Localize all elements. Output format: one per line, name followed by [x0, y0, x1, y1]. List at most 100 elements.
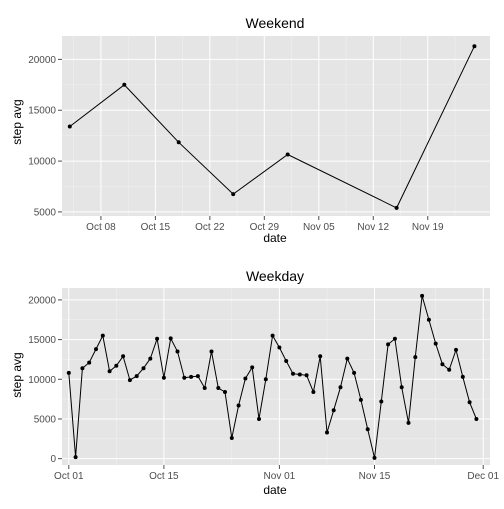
weekday-data-point [311, 390, 316, 394]
weekend-title: Weekend [246, 15, 305, 31]
weekday-y-tick-label: 0 [50, 454, 56, 465]
weekend-x-tick-label: Nov 05 [303, 222, 335, 233]
weekend-data-point [122, 82, 127, 87]
weekday-x-tick-label: Oct 01 [54, 471, 84, 482]
weekday-x-tick-label: Nov 15 [359, 471, 391, 482]
weekday-data-point [161, 375, 166, 380]
weekday-x-axis-title: date [263, 483, 287, 497]
weekday-data-point [209, 349, 214, 354]
weekday-data-point [134, 374, 139, 379]
weekday-data-point [338, 385, 343, 390]
weekday-data-point [474, 417, 479, 421]
weekday-data-point [250, 365, 255, 370]
weekday-data-point [148, 356, 153, 361]
weekday-data-point [141, 366, 146, 371]
weekday-data-point [413, 355, 418, 360]
weekday-data-point [80, 366, 85, 371]
weekday-y-axis-title: step avg [10, 352, 24, 397]
weekday-x-tick-label: Nov 01 [264, 471, 296, 482]
weekday-data-point [73, 455, 78, 460]
weekend-y-axis-title: step avg [10, 99, 24, 144]
weekday-data-point [392, 336, 397, 341]
weekday-data-point [94, 347, 98, 352]
weekday-data-point [100, 333, 105, 338]
weekday-data-point [243, 376, 248, 381]
weekday-data-point [379, 399, 384, 404]
weekday-data-point [257, 417, 261, 421]
weekday-y-tick-label: 10000 [28, 375, 56, 386]
weekday-data-point [87, 360, 92, 365]
weekday-data-point [365, 427, 370, 432]
weekday-data-point [352, 370, 357, 375]
weekday-data-point [216, 386, 221, 390]
weekday-title: Weekday [246, 268, 304, 284]
weekday-data-point [304, 373, 309, 378]
weekday-data-point [372, 455, 377, 460]
weekday-data-point [291, 371, 295, 376]
weekday-data-point [426, 317, 431, 322]
weekday-data-point [386, 342, 391, 347]
weekend-data-point [231, 192, 236, 197]
weekday-data-point [121, 354, 126, 359]
weekday-data-point [440, 362, 445, 367]
weekday-data-point [66, 370, 71, 375]
weekday-data-point [202, 386, 207, 390]
weekend-x-axis-title: date [263, 231, 287, 245]
weekday-plot-background [62, 288, 490, 465]
weekend-x-tick-label: Nov 19 [412, 222, 444, 233]
weekday-grid [62, 288, 490, 465]
weekend-y-tick-label: 15000 [28, 106, 56, 117]
weekday-data-point [447, 367, 452, 372]
weekend-x-tick-label: Oct 15 [141, 222, 171, 233]
weekend-data-point [285, 152, 290, 157]
weekday-y-tick-label: 15000 [28, 335, 56, 346]
weekend-y-tick-label: 5000 [34, 207, 57, 218]
weekday-data-point [189, 374, 194, 379]
weekday-data-point [107, 369, 112, 374]
weekend-data-point [67, 124, 72, 129]
weekend-y-tick-label: 10000 [28, 157, 56, 168]
weekend-x-tick-label: Oct 29 [250, 222, 280, 233]
weekend-x-tick-label: Nov 12 [357, 222, 389, 233]
weekday-data-point [297, 372, 302, 377]
weekend-panel: Weekend date step avg 5000 10000 15000 2000… [10, 15, 490, 245]
weekday-data-point [229, 436, 234, 440]
weekday-data-point [155, 336, 160, 341]
weekday-data-point [114, 363, 119, 368]
weekday-data-point [277, 345, 282, 350]
weekday-x-tick-label: Oct 15 [149, 471, 179, 482]
weekday-data-point [168, 336, 173, 341]
weekday-data-point [270, 333, 275, 338]
weekend-x-tick-label: Oct 08 [86, 222, 116, 233]
weekday-y-tick-label: 20000 [28, 295, 56, 306]
weekday-y-tick-label: 5000 [34, 414, 57, 425]
weekday-data-point [182, 375, 187, 380]
weekday-data-point [318, 354, 323, 359]
weekday-data-point [399, 385, 404, 390]
weekday-data-point [236, 403, 241, 408]
weekday-data-point [433, 341, 438, 346]
weekday-data-point [420, 293, 425, 298]
weekday-data-point [127, 378, 132, 383]
weekday-data-point [331, 408, 336, 413]
weekday-data-point [175, 349, 180, 354]
weekday-data-point [460, 374, 465, 379]
weekday-data-point [263, 377, 268, 382]
weekend-y-tick-label: 20000 [28, 55, 56, 66]
weekday-x-tick-label: Dec 01 [467, 471, 499, 482]
weekday-data-point [358, 397, 363, 402]
weekend-x-tick-label: Oct 22 [195, 222, 225, 233]
weekday-data-point [454, 347, 458, 352]
weekday-data-point [325, 430, 329, 435]
weekday-data-point [345, 356, 350, 361]
weekday-panel: Weekday date step avg 0 5000 10000 15000 200… [10, 268, 499, 497]
weekend-data-point [472, 44, 477, 49]
weekday-data-point [467, 400, 472, 405]
weekday-data-point [284, 359, 289, 363]
weekday-data-point [195, 374, 200, 379]
weekend-data-point [176, 140, 181, 145]
weekday-data-point [406, 420, 411, 425]
weekend-plot-background [62, 36, 490, 216]
weekend-data-point [394, 205, 399, 210]
